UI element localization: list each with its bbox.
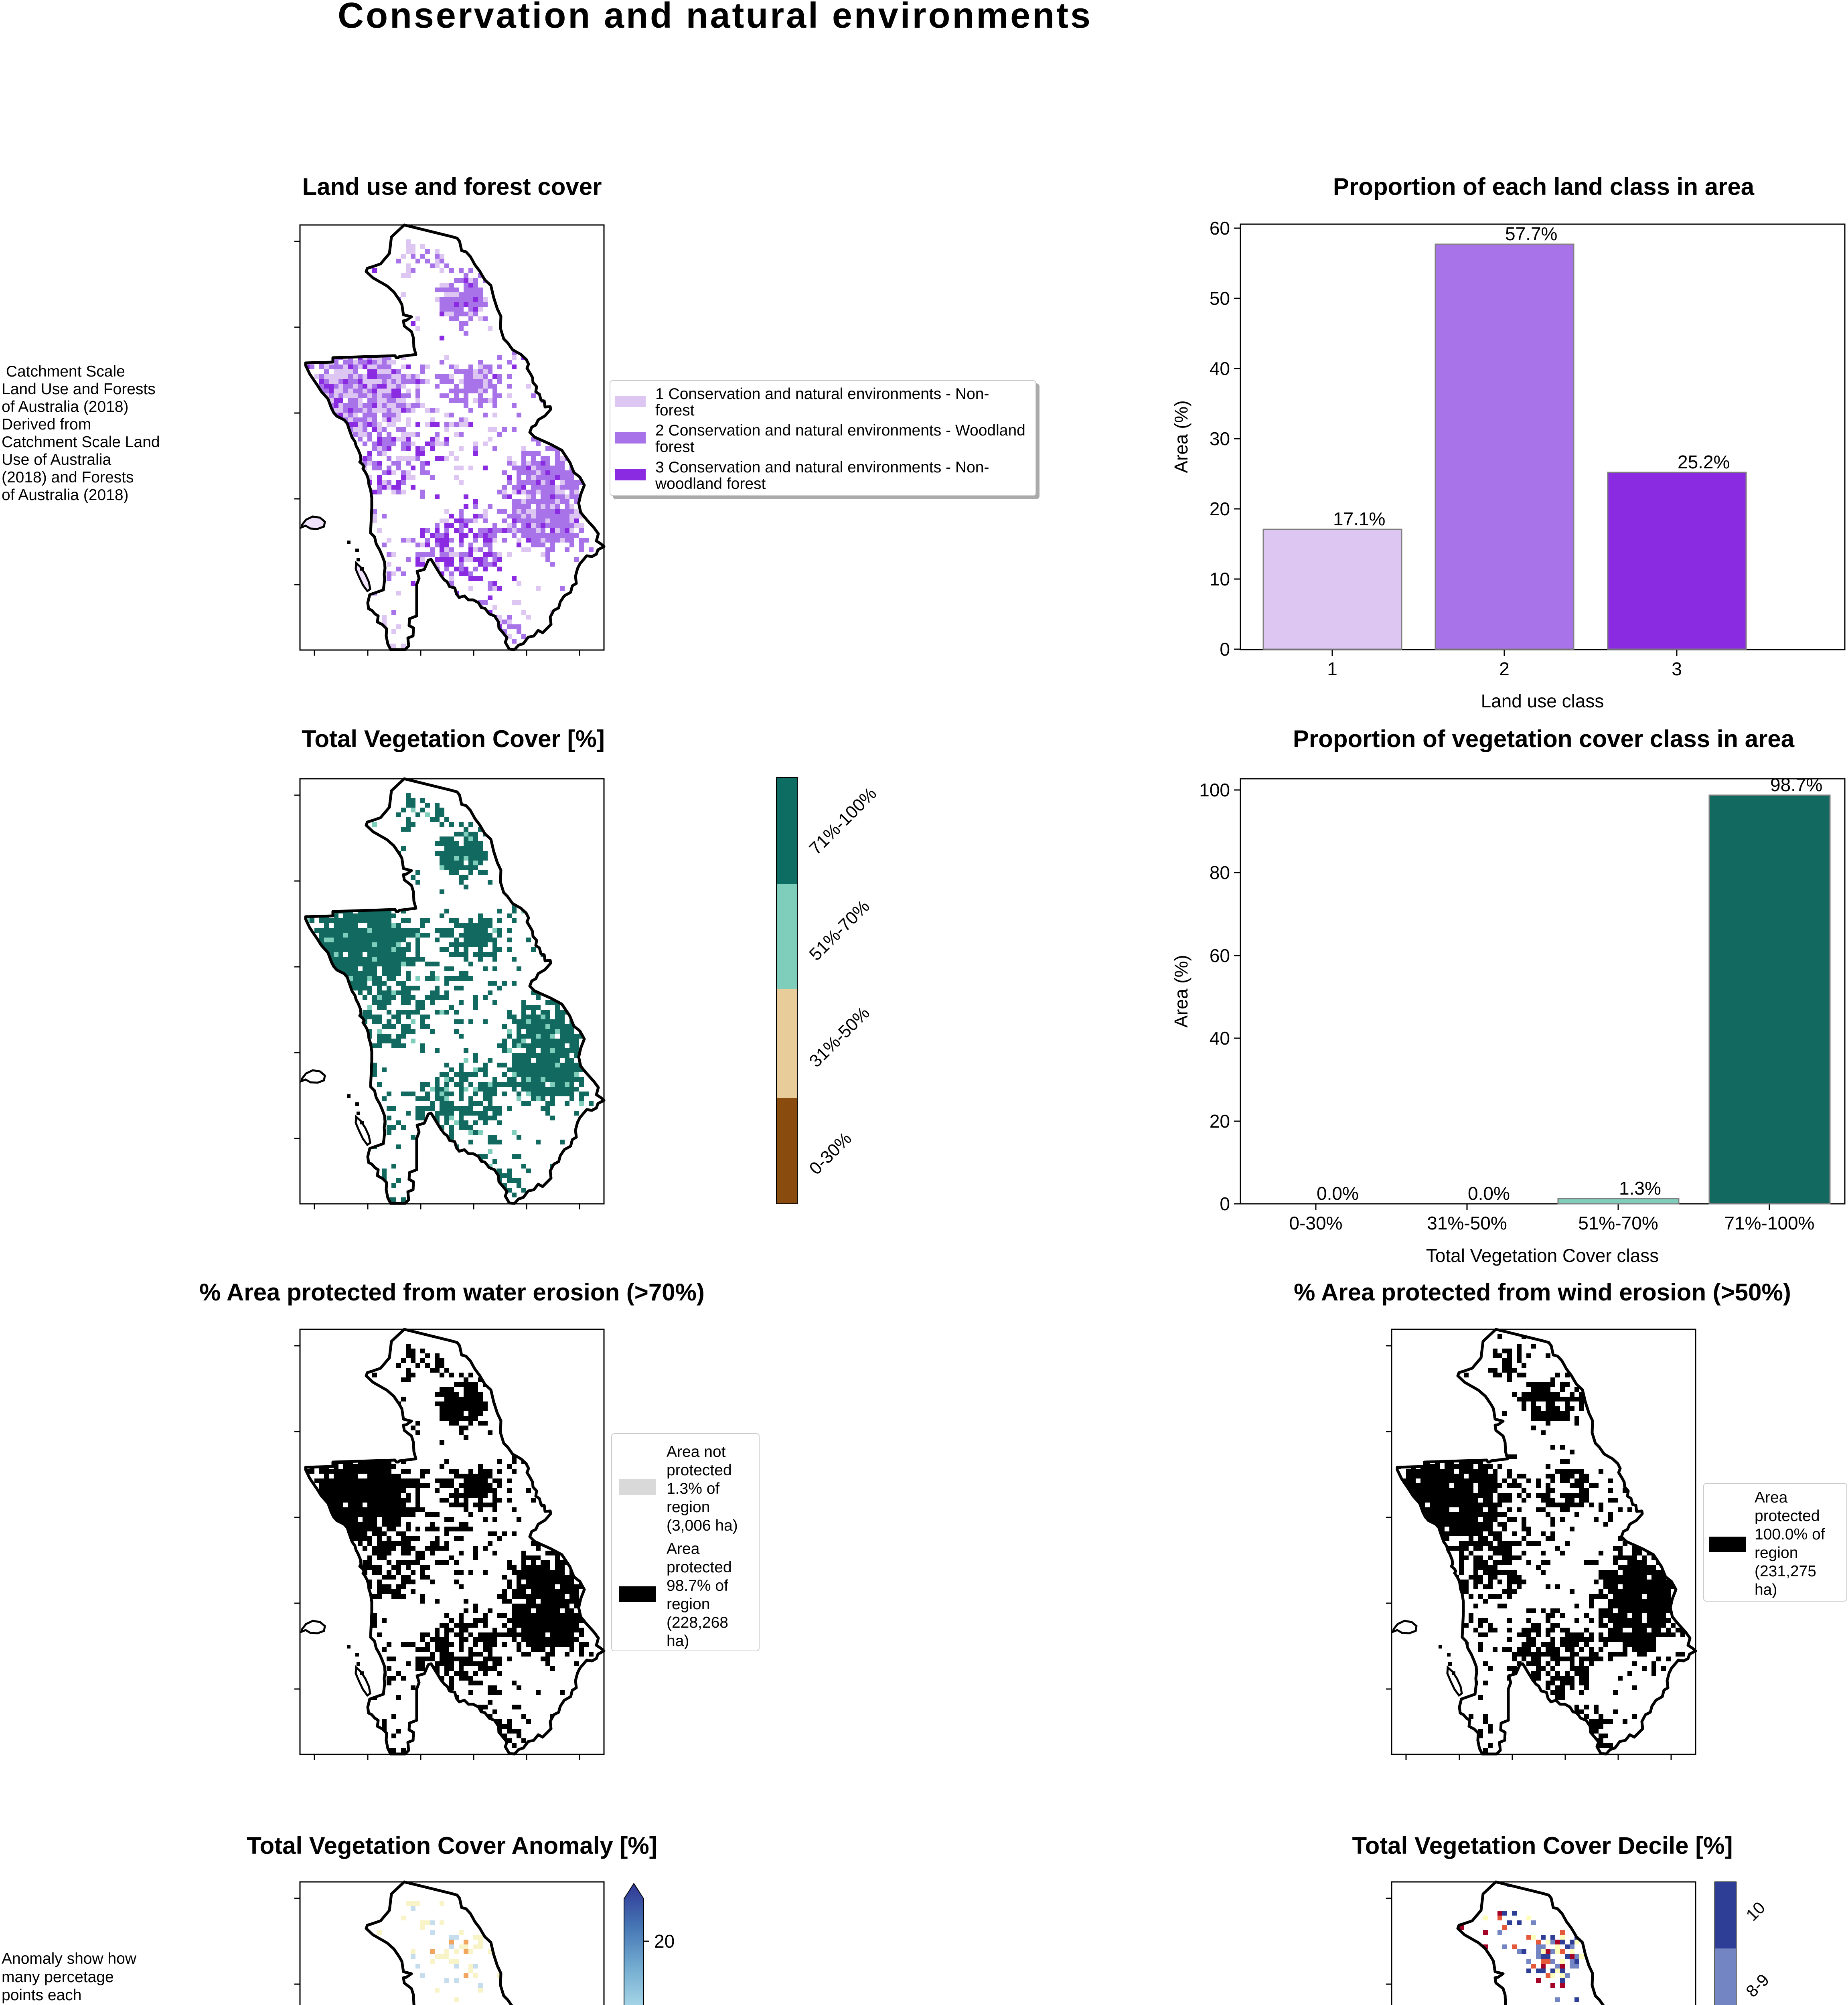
svg-text:20: 20 [1210, 498, 1230, 519]
svg-text:60: 60 [1210, 945, 1230, 966]
svg-text:Total Vegetation Cover class: Total Vegetation Cover class [1426, 1245, 1659, 1266]
svg-text:31%-50%: 31%-50% [1427, 1213, 1507, 1233]
svg-text:17.1%: 17.1% [1333, 508, 1385, 529]
svg-text:71%-100%: 71%-100% [805, 784, 880, 859]
svg-text:8-9: 8-9 [1742, 1970, 1773, 2001]
svg-text:25.2%: 25.2% [1678, 452, 1730, 472]
svg-text:100: 100 [1199, 780, 1230, 800]
svg-text:57.7%: 57.7% [1505, 223, 1557, 244]
svg-text:98.7%: 98.7% [1770, 774, 1822, 795]
svg-text:10: 10 [1210, 569, 1230, 589]
svg-text:1.3%: 1.3% [1619, 1178, 1661, 1199]
svg-text:Area (%): Area (%) [1171, 955, 1191, 1027]
svg-text:30: 30 [1210, 428, 1230, 449]
svg-text:Area (%): Area (%) [1171, 400, 1191, 473]
svg-text:10: 10 [1742, 1898, 1769, 1924]
svg-text:0.0%: 0.0% [1468, 1183, 1510, 1204]
svg-text:60: 60 [1210, 218, 1230, 239]
svg-text:31%-50%: 31%-50% [805, 1003, 873, 1071]
svg-text:51%-70%: 51%-70% [1578, 1213, 1658, 1233]
svg-text:0-30%: 0-30% [1289, 1213, 1343, 1233]
svg-text:2: 2 [1499, 658, 1510, 679]
svg-text:0-30%: 0-30% [805, 1128, 855, 1179]
svg-text:0: 0 [1220, 639, 1230, 660]
svg-text:20: 20 [1210, 1111, 1230, 1132]
svg-text:80: 80 [1210, 862, 1230, 883]
svg-text:40: 40 [1210, 358, 1230, 379]
svg-text:20: 20 [654, 1931, 675, 1952]
svg-text:3: 3 [1672, 658, 1682, 679]
svg-text:40: 40 [1210, 1028, 1230, 1049]
svg-text:71%-100%: 71%-100% [1724, 1213, 1814, 1233]
svg-text:50: 50 [1210, 288, 1230, 309]
svg-text:51%-70%: 51%-70% [805, 897, 873, 965]
svg-text:1: 1 [1327, 658, 1337, 679]
svg-text:0.0%: 0.0% [1317, 1183, 1359, 1204]
svg-text:0: 0 [1220, 1193, 1230, 1214]
svg-text:Land use class: Land use class [1481, 691, 1604, 711]
